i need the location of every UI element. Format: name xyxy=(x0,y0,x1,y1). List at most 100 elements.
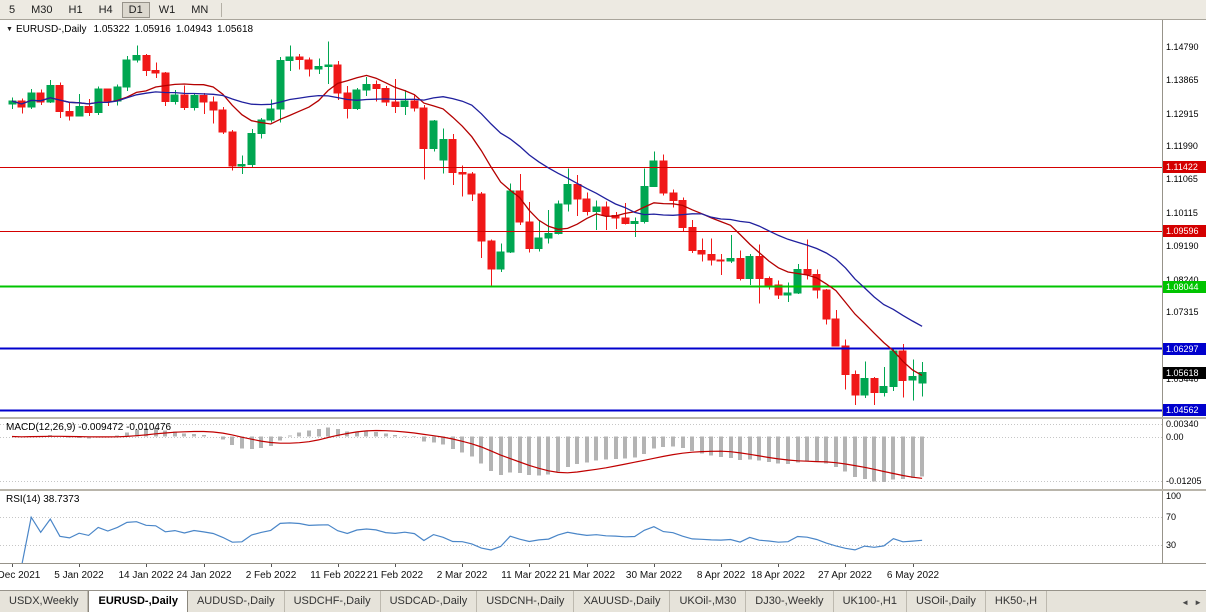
chart-tabs: USDX,Weekly EURUSD-,Daily AUDUSD-,Daily USD… xyxy=(0,591,1206,612)
panel-splitter[interactable] xyxy=(0,417,1206,419)
date-label: 2 Feb 2022 xyxy=(245,570,297,581)
price-axis-label: 1.08240 xyxy=(1166,274,1199,285)
date-tick xyxy=(654,564,655,567)
tabs-scroll-left-button[interactable]: ◄ xyxy=(1181,597,1190,607)
macd-axis-label: 0.00 xyxy=(1166,431,1184,442)
tab-usdcnh-daily[interactable]: USDCNH-,Daily xyxy=(477,591,575,612)
chart-header: ▼ EURUSD-,Daily 1.05322 1.05916 1.04943 1.056… xyxy=(6,24,253,35)
ma-10-line xyxy=(11,74,923,376)
ohlc-high: 1.05916 xyxy=(134,24,171,35)
date-label: 18 Apr 2022 xyxy=(751,570,805,581)
date-label: 11 Mar 2022 xyxy=(501,570,557,581)
price-axis-label: 1.11990 xyxy=(1166,141,1198,152)
date-tick xyxy=(146,564,147,567)
tab-xauusd-daily[interactable]: XAUUSD-,Daily xyxy=(574,591,671,612)
rsi-canvas[interactable] xyxy=(0,492,1162,563)
macd-axis-label: -0.01205 xyxy=(1166,475,1202,486)
date-label: 30 Mar 2022 xyxy=(625,570,683,581)
date-label: 27 Apr 2022 xyxy=(818,570,872,581)
tab-audusd-daily[interactable]: AUDUSD-,Daily xyxy=(188,591,285,612)
symbol-dropdown-icon[interactable]: ▼ xyxy=(6,26,13,33)
price-axis-label: 1.13865 xyxy=(1166,74,1199,85)
tab-usdx-weekly[interactable]: USDX,Weekly xyxy=(0,591,89,612)
price-chart-panel[interactable]: ▼ EURUSD-,Daily 1.05322 1.05916 1.04943 1.056… xyxy=(0,20,1162,417)
level-price-box: 1.08044 xyxy=(1163,280,1206,293)
horizontal-level-lines[interactable] xyxy=(0,167,1162,412)
macd-indicator-panel[interactable]: MACD(12,26,9) -0.009472 -0.010476 xyxy=(0,420,1162,489)
rsi-axis-label: 30 xyxy=(1166,540,1177,550)
timeframe-toolbar: 5 M30 H1 H4 D1 W1 MN xyxy=(0,0,1206,20)
tab-usdchf-daily[interactable]: USDCHF-,Daily xyxy=(285,591,381,612)
date-label: 11 Feb 2022 xyxy=(310,570,366,581)
price-axis-label: 1.07315 xyxy=(1166,307,1199,318)
date-tick xyxy=(12,564,13,567)
level-price-box: 1.04562 xyxy=(1163,404,1206,416)
timeframe-buttons-group: 5 M30 H1 H4 D1 W1 MN xyxy=(1,0,216,19)
date-tick xyxy=(462,564,463,567)
date-tick xyxy=(778,564,779,567)
rsi-line xyxy=(21,515,923,563)
price-axis-label: 1.05440 xyxy=(1166,373,1199,384)
timeframe-m30-button[interactable]: M30 xyxy=(31,3,53,16)
rsi-label: RSI(14) 38.7373 xyxy=(6,494,80,505)
timeframe-d1-button[interactable]: D1 xyxy=(121,1,150,18)
price-axis-label: 1.11065 xyxy=(1166,174,1198,185)
macd-histogram xyxy=(20,427,924,483)
price-axis-label: 1.10115 xyxy=(1166,207,1198,218)
timeframe-h1-button[interactable]: H1 xyxy=(68,3,83,16)
toolbar-separator xyxy=(221,2,223,17)
price-axis-label: 1.14790 xyxy=(1166,42,1199,52)
date-tick xyxy=(271,564,272,567)
ma-21-line xyxy=(11,91,923,327)
date-tick xyxy=(587,564,588,567)
price-axis-label: 1.12915 xyxy=(1166,108,1199,119)
timeframe-h4-button[interactable]: H4 xyxy=(98,3,113,16)
date-label: 8 Apr 2022 xyxy=(696,570,746,581)
date-tick xyxy=(395,564,396,567)
level-price-box: 1.11422 xyxy=(1163,160,1206,173)
date-label: 5 Jan 2022 xyxy=(54,570,104,581)
tab-usdcad-daily[interactable]: USDCAD-,Daily xyxy=(381,591,478,612)
level-price-box: 1.06297 xyxy=(1163,342,1206,355)
date-tick xyxy=(845,564,846,567)
tab-hk50-h[interactable]: HK50-,H xyxy=(986,591,1048,612)
date-label: 21 Mar 2022 xyxy=(558,570,616,581)
date-tick xyxy=(913,564,914,567)
macd-label: MACD(12,26,9) -0.009472 -0.010476 xyxy=(6,422,172,433)
panel-splitter[interactable] xyxy=(0,489,1206,491)
date-label: 21 Feb 2022 xyxy=(366,570,424,581)
date-tick xyxy=(338,564,339,567)
symbol-name: EURUSD-,Daily xyxy=(15,24,87,35)
tab-uk100-h1[interactable]: UK100-,H1 xyxy=(834,591,907,612)
price-axis[interactable]: 1.14790 1.13865 1.12915 1.11990 1.11065 1.101… xyxy=(1162,20,1206,563)
current-price-box: 1.05618 xyxy=(1163,366,1206,379)
timeframe-w1-button[interactable]: W1 xyxy=(158,3,176,16)
rsi-indicator-panel[interactable]: RSI(14) 38.7373 xyxy=(0,492,1162,563)
date-label: 6 May 2022 xyxy=(886,570,940,581)
level-price-box: 1.09596 xyxy=(1163,225,1206,238)
date-tick xyxy=(721,564,722,567)
candles-layer xyxy=(8,41,927,406)
date-tick xyxy=(79,564,80,567)
ohlc-low: 1.04943 xyxy=(175,24,212,35)
chart-tab-bar: USDX,Weekly EURUSD-,Daily AUDUSD-,Daily USD… xyxy=(0,590,1206,612)
price-chart-canvas[interactable] xyxy=(0,20,1162,417)
ohlc-open: 1.05322 xyxy=(93,24,130,35)
tab-eurusd-daily[interactable]: EURUSD-,Daily xyxy=(88,591,188,612)
date-label: 14 Jan 2022 xyxy=(118,570,174,581)
date-label: 27 Dec 2021 xyxy=(0,570,41,581)
rsi-axis-label: 100 xyxy=(1166,491,1182,501)
date-label: 2 Mar 2022 xyxy=(436,570,488,581)
rsi-axis-label: 70 xyxy=(1166,512,1177,522)
tab-ukoil-m30[interactable]: UKOil-,M30 xyxy=(670,591,747,612)
timeframe-mn-button[interactable]: MN xyxy=(191,3,209,16)
macd-canvas[interactable] xyxy=(0,420,1162,489)
date-tick xyxy=(204,564,205,567)
macd-signal-line xyxy=(11,429,923,479)
tab-usoil-daily[interactable]: USOil-,Daily xyxy=(907,591,986,612)
tab-dj30-weekly[interactable]: DJ30-,Weekly xyxy=(746,591,834,612)
timeframe-5-button[interactable]: 5 xyxy=(9,3,16,16)
tabs-scroll-right-button[interactable]: ► xyxy=(1194,597,1202,607)
